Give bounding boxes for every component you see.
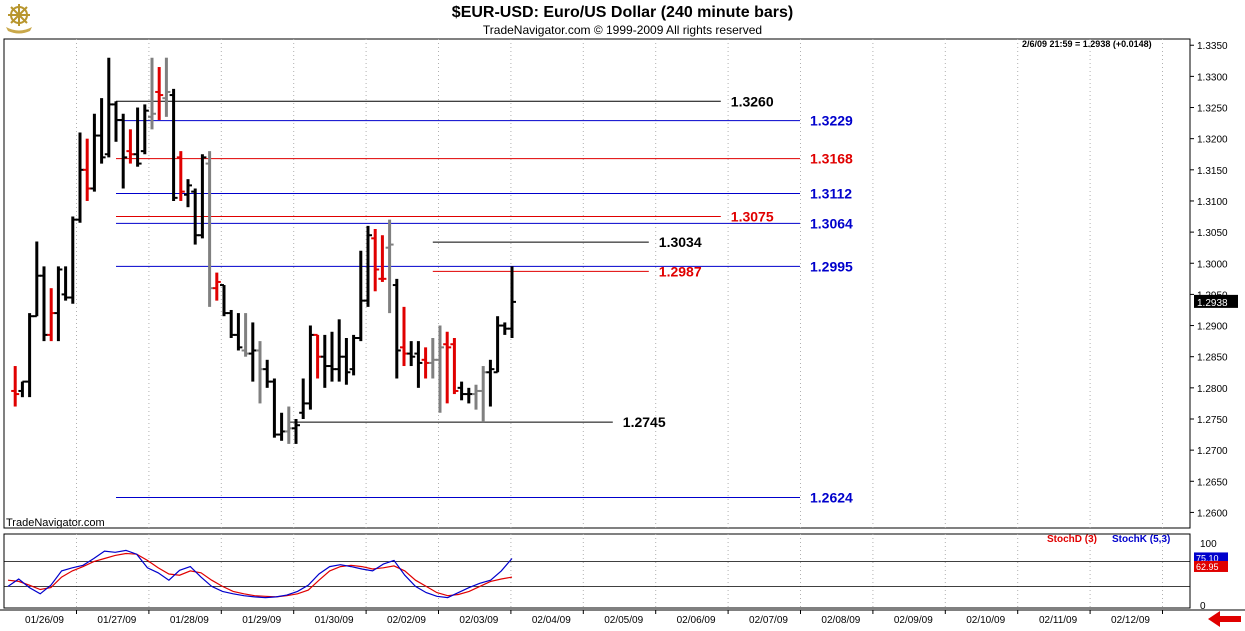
x-tick-label: 02/10/09: [966, 615, 1005, 626]
stoch-series-line: [7, 549, 513, 599]
y-tick-label: 1.2750: [1197, 415, 1228, 426]
stoch-d-legend: StochD (3): [1047, 534, 1097, 545]
stoch-panel-frame: [3, 533, 1191, 609]
price-level-label: 1.3168: [810, 151, 853, 167]
red-left-arrow-icon[interactable]: [1208, 611, 1242, 627]
x-tick-label: 01/28/09: [170, 615, 209, 626]
y-tick-label: 1.3300: [1197, 72, 1228, 83]
stoch-k-legend: StochK (5,3): [1112, 534, 1170, 545]
x-tick-label: 02/09/09: [894, 615, 933, 626]
ship-wheel-logo-icon[interactable]: [4, 3, 34, 35]
stoch-k-value-tag: [1194, 552, 1228, 564]
x-tick-label: 02/06/09: [677, 615, 716, 626]
y-tick-label: 1.2600: [1197, 508, 1228, 519]
x-tick-label: 02/08/09: [821, 615, 860, 626]
x-tick-label: 02/07/09: [749, 615, 788, 626]
price-level-label: 1.3229: [810, 113, 853, 129]
price-level-label: 1.3064: [810, 215, 853, 231]
chart-subtitle: TradeNavigator.com © 1999-2009 All right…: [482, 23, 763, 37]
last-price-tag: [1194, 294, 1238, 308]
x-tick-label: 02/04/09: [532, 615, 571, 626]
last-quote: 2/6/09 21:59 = 1.2938 (+0.0148): [1022, 39, 1152, 49]
x-tick-label: 02/12/09: [1111, 615, 1150, 626]
y-tick-label: 1.3350: [1197, 41, 1228, 52]
x-tick-label: 01/27/09: [97, 615, 136, 626]
chart-title: $EUR-USD: Euro/US Dollar (240 minute bar…: [451, 4, 794, 21]
y-tick-label: 1.3200: [1197, 135, 1228, 146]
stoch-d-value-tag: [1194, 560, 1228, 572]
y-tick-label: 1.3150: [1197, 166, 1228, 177]
y-tick-label: 1.3050: [1197, 228, 1228, 239]
stoch-d-value: 62.95: [1196, 562, 1219, 572]
y-tick-label: 1.3000: [1197, 259, 1228, 270]
last-price-label: 1.2938: [1197, 298, 1228, 309]
y-tick-label: 1.2850: [1197, 353, 1228, 364]
x-tick-label: 02/03/09: [459, 615, 498, 626]
y-tick-label: 1.3100: [1197, 197, 1228, 208]
price-level-label: 1.3260: [731, 93, 774, 109]
y-tick-label: 1.2800: [1197, 384, 1228, 395]
price-level-label: 1.3034: [659, 234, 702, 250]
price-level-label: 1.2995: [810, 258, 853, 274]
x-tick-label: 02/11/09: [1039, 615, 1078, 626]
y-tick-label: 1.2650: [1197, 477, 1228, 488]
brand-label: TradeNavigator.com: [6, 517, 105, 529]
stoch-series-line: [7, 552, 513, 598]
stoch-y-tick-label: 0: [1200, 601, 1206, 612]
y-tick-label: 1.2900: [1197, 322, 1228, 333]
stoch-k-value: 75.10: [1196, 553, 1219, 563]
x-tick-label: 01/30/09: [315, 615, 354, 626]
x-tick-label: 02/05/09: [604, 615, 643, 626]
price-level-label: 1.3112: [810, 185, 852, 201]
price-level-label: 1.3075: [731, 209, 774, 225]
price-level-label: 1.2624: [810, 489, 853, 505]
x-tick-label: 01/26/09: [25, 615, 64, 626]
y-tick-label: 1.2700: [1197, 446, 1228, 457]
y-tick-label: 1.3250: [1197, 104, 1228, 115]
price-level-label: 1.2987: [659, 263, 702, 279]
price-panel-frame: [3, 38, 1191, 529]
x-tick-label: 01/29/09: [242, 615, 281, 626]
x-tick-label: 02/02/09: [387, 615, 426, 626]
stoch-y-tick-label: 100: [1200, 539, 1217, 550]
price-level-label: 1.2745: [623, 414, 666, 430]
